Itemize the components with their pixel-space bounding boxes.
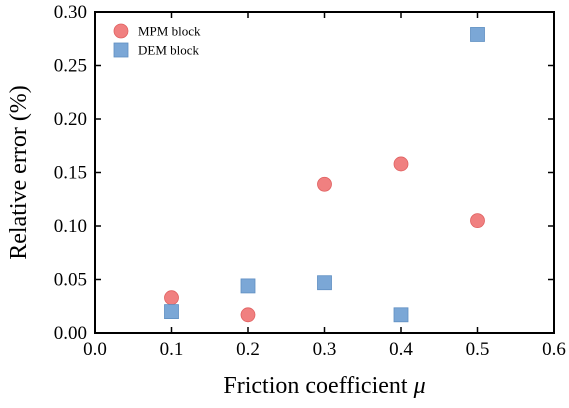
series-mpm-block xyxy=(164,156,485,323)
y-tick-label: 0.15 xyxy=(54,163,87,184)
y-tick-label: 0.00 xyxy=(54,323,87,344)
x-tick-label: 0.3 xyxy=(313,339,337,360)
mpm-point xyxy=(317,176,332,192)
series-dem-block xyxy=(164,27,485,323)
dem-point xyxy=(470,27,485,42)
y-tick-label: 0.30 xyxy=(54,2,87,23)
mpm-point xyxy=(470,213,485,229)
plot-frame xyxy=(94,11,555,334)
y-tick-label: 0.25 xyxy=(54,56,87,77)
legend: MPM block DEM block xyxy=(113,23,201,58)
x-tick-label: 0.4 xyxy=(389,339,413,360)
mpm-point xyxy=(164,290,179,306)
y-tick-label: 0.10 xyxy=(54,216,87,237)
x-tick-label: 0.1 xyxy=(160,339,184,360)
legend-marker-dem xyxy=(113,42,129,58)
x-tick-label: 0.2 xyxy=(236,339,260,360)
legend-label: DEM block xyxy=(138,43,200,58)
x-tick-label: 0.5 xyxy=(466,339,490,360)
dem-point xyxy=(393,307,409,323)
mpm-point xyxy=(240,307,256,323)
legend-marker-mpm xyxy=(113,23,129,39)
y-axis-label: Relative error (%) xyxy=(6,85,32,260)
x-tick-label: 0.0 xyxy=(83,339,107,360)
data-points xyxy=(164,27,485,323)
mpm-point xyxy=(393,156,409,172)
x-axis-label: Friction coefficient μ xyxy=(223,373,425,399)
axes: 0.0 0.1 0.2 0.3 0.4 0.5 0.6 0.00 0.05 0.10 0.15 0.2… xyxy=(54,2,566,360)
dem-point xyxy=(164,304,179,320)
y-tick-label: 0.20 xyxy=(54,109,87,130)
x-tick-label: 0.6 xyxy=(542,339,566,360)
dem-point xyxy=(240,278,256,294)
legend-label: MPM block xyxy=(138,24,201,39)
dem-point xyxy=(317,275,332,291)
y-tick-label: 0.05 xyxy=(54,270,87,291)
